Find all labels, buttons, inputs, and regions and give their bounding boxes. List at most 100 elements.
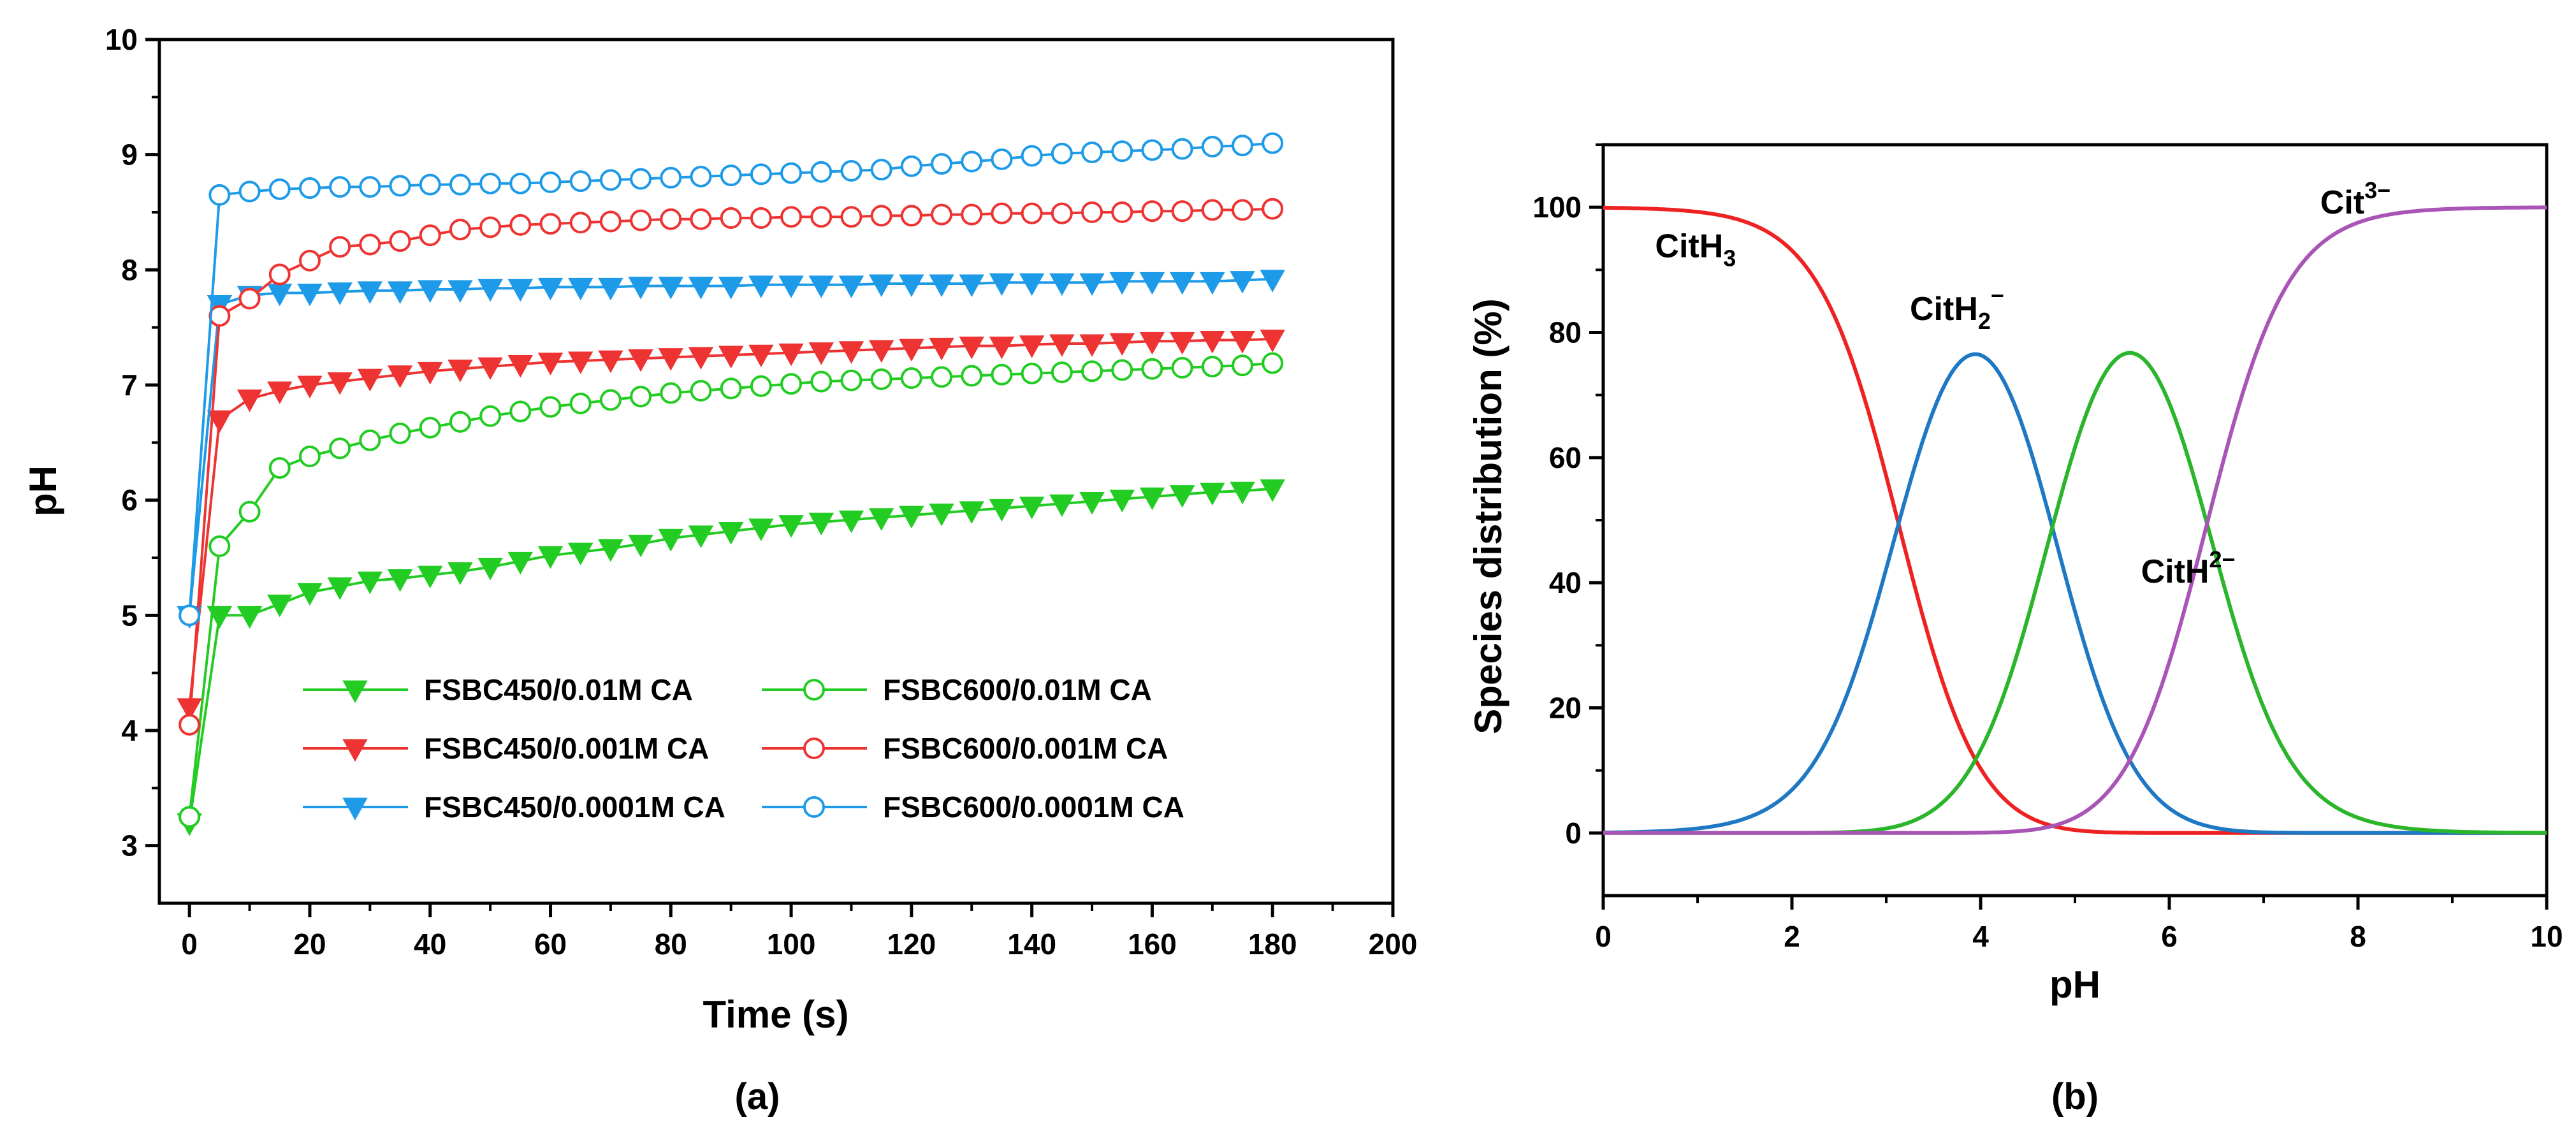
data-point	[537, 546, 564, 569]
data-point	[297, 375, 323, 398]
data-point	[778, 343, 804, 367]
data-point	[479, 216, 502, 238]
data-point	[929, 274, 954, 297]
data-point	[1051, 361, 1073, 384]
data-point	[750, 375, 772, 397]
data-point	[931, 203, 953, 226]
data-point	[419, 416, 441, 439]
x-tick-label: 20	[293, 927, 326, 961]
data-point	[1049, 494, 1075, 518]
data-point	[690, 380, 712, 402]
data-point	[359, 176, 381, 198]
x-tick-label: 60	[534, 927, 567, 961]
data-point	[1200, 272, 1225, 295]
data-point	[207, 410, 233, 433]
data-point	[658, 348, 684, 371]
species-curve-1	[1603, 352, 2547, 835]
data-point	[387, 569, 413, 592]
data-point	[477, 279, 503, 302]
data-point	[720, 207, 742, 229]
x-tick-label: 120	[887, 927, 936, 961]
species-label-0: CitH3	[1655, 228, 1736, 272]
data-point	[1079, 273, 1105, 296]
data-point	[899, 274, 924, 297]
y-tick-label: 5	[121, 599, 138, 632]
species-label-superscript: 3−	[2364, 177, 2390, 203]
data-point	[718, 345, 744, 368]
legend-marker	[803, 796, 825, 818]
species-label-superscript: −	[1991, 282, 2004, 309]
data-point	[267, 594, 293, 618]
data-point	[1081, 142, 1103, 164]
data-point	[1169, 272, 1195, 295]
data-point	[238, 287, 261, 310]
data-point	[1111, 140, 1133, 163]
data-point	[449, 219, 471, 241]
data-point	[628, 534, 653, 558]
data-point	[870, 368, 892, 390]
panel-b-series	[1603, 205, 2547, 835]
data-point	[327, 577, 353, 600]
data-point	[507, 354, 534, 378]
panel-a-series	[177, 132, 1285, 836]
data-point	[1232, 199, 1254, 221]
data-point	[808, 513, 834, 535]
data-point	[537, 353, 564, 375]
data-point	[868, 508, 894, 531]
data-point	[387, 365, 413, 388]
legend-label: FSBC600/0.01M CA	[883, 673, 1152, 706]
data-point	[1019, 273, 1045, 296]
legend-label: FSBC600/0.001M CA	[883, 732, 1168, 765]
legend-label: FSBC600/0.0001M CA	[883, 790, 1184, 824]
data-point	[599, 389, 622, 411]
series-fsbc600-0-0001m-ca-open-circle	[178, 132, 1284, 627]
data-point	[418, 361, 443, 385]
data-point	[929, 337, 954, 361]
data-point	[961, 203, 983, 226]
y-tick-label: 80	[1549, 316, 1582, 349]
series-fsbc450-0-001m-ca-filled-down-triangle	[177, 330, 1285, 721]
series-fsbc600-0-01m-ca-open-circle	[178, 352, 1284, 828]
data-point	[389, 422, 411, 444]
data-point	[959, 501, 984, 524]
x-tick-label: 200	[1369, 927, 1418, 961]
data-point	[568, 351, 593, 375]
x-tick-label: 2	[1784, 920, 1800, 953]
data-point	[1141, 358, 1163, 380]
data-point	[389, 175, 411, 197]
panel-b-y-axis-label: Species distribution (%)	[1467, 298, 1510, 734]
data-point	[178, 604, 201, 627]
data-point	[688, 525, 714, 548]
data-point	[329, 236, 351, 258]
data-point	[418, 565, 443, 589]
data-point	[569, 392, 592, 414]
data-point	[868, 274, 894, 297]
data-point	[1109, 490, 1135, 513]
data-point	[238, 500, 261, 523]
data-point	[418, 280, 443, 303]
data-point	[507, 551, 534, 575]
x-tick-label: 100	[767, 927, 816, 961]
data-point	[658, 277, 684, 300]
data-point	[357, 368, 383, 392]
data-point	[207, 606, 233, 629]
data-point	[961, 150, 983, 173]
species-label-subscript: 3	[1723, 245, 1736, 272]
data-point	[720, 377, 742, 400]
data-point	[1019, 335, 1045, 358]
species-curve-0	[1603, 205, 2547, 835]
x-tick-label: 40	[414, 927, 446, 961]
data-point	[568, 542, 593, 565]
series-fsbc600-0-001m-ca-open-circle	[178, 198, 1284, 736]
legend-marker	[342, 680, 368, 703]
legend-marker	[803, 679, 825, 701]
data-point	[840, 159, 862, 182]
data-point	[1139, 487, 1165, 511]
data-point	[329, 437, 351, 460]
legend-marker	[342, 797, 368, 820]
y-tick-label: 3	[121, 829, 138, 862]
data-point	[327, 282, 353, 305]
data-point	[1262, 352, 1284, 374]
data-point	[568, 277, 593, 301]
